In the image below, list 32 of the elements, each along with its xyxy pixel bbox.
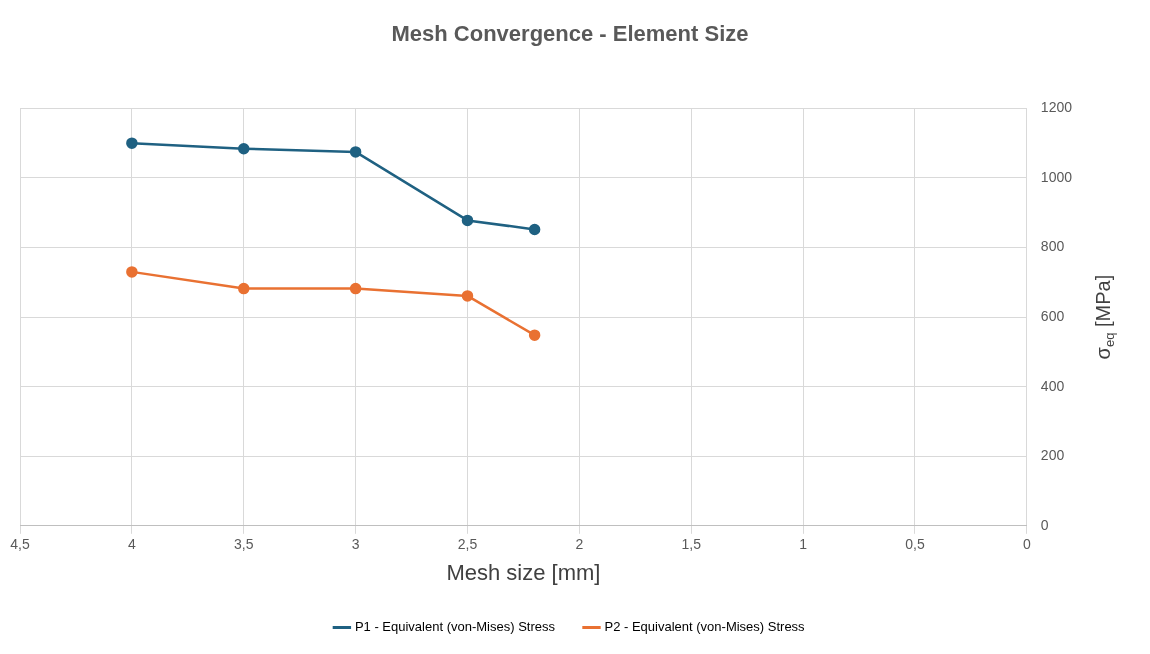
point (238, 143, 250, 155)
y-tick-label: 1000 (1040, 168, 1073, 185)
x-tick-label: 4 (127, 536, 136, 553)
x-tick-label: 1 (799, 536, 808, 553)
x-axis-title: Mesh size [mm] (446, 559, 601, 585)
point (528, 329, 541, 341)
x-tick-label: 1,5 (681, 536, 702, 553)
legend-label: P2 - Equivalent (von-Mises) Stress (604, 619, 806, 635)
x-tick-label: 2,5 (457, 536, 478, 553)
point (238, 282, 250, 295)
point (349, 282, 362, 295)
x-tick-label: 4,5 (10, 536, 30, 553)
y-tick-label: 600 (1040, 307, 1065, 324)
point (461, 290, 474, 302)
y-tick-label: 1200 (1040, 99, 1073, 116)
point (528, 223, 541, 236)
x-tick-label: 0,5 (905, 536, 925, 553)
chart-title: Mesh Convergence - Element Size (391, 21, 749, 47)
point (126, 137, 138, 149)
y-tick-label: 400 (1040, 377, 1065, 394)
point (461, 214, 474, 227)
point (349, 146, 362, 158)
point (126, 266, 138, 278)
legend-label: P1 - Equivalent (von-Mises) Stress (354, 619, 556, 635)
x-tick-label: 3,5 (234, 536, 254, 553)
x-tick-label: 2 (575, 536, 584, 553)
x-tick-label: 0 (1022, 536, 1031, 553)
x-tick-label: 3 (351, 536, 360, 553)
y-tick-label: 200 (1040, 447, 1065, 464)
y-axis-title: σeq [MPa] (1091, 274, 1117, 360)
y-tick-label: 800 (1040, 238, 1065, 255)
y-tick-label: 0 (1040, 516, 1049, 533)
